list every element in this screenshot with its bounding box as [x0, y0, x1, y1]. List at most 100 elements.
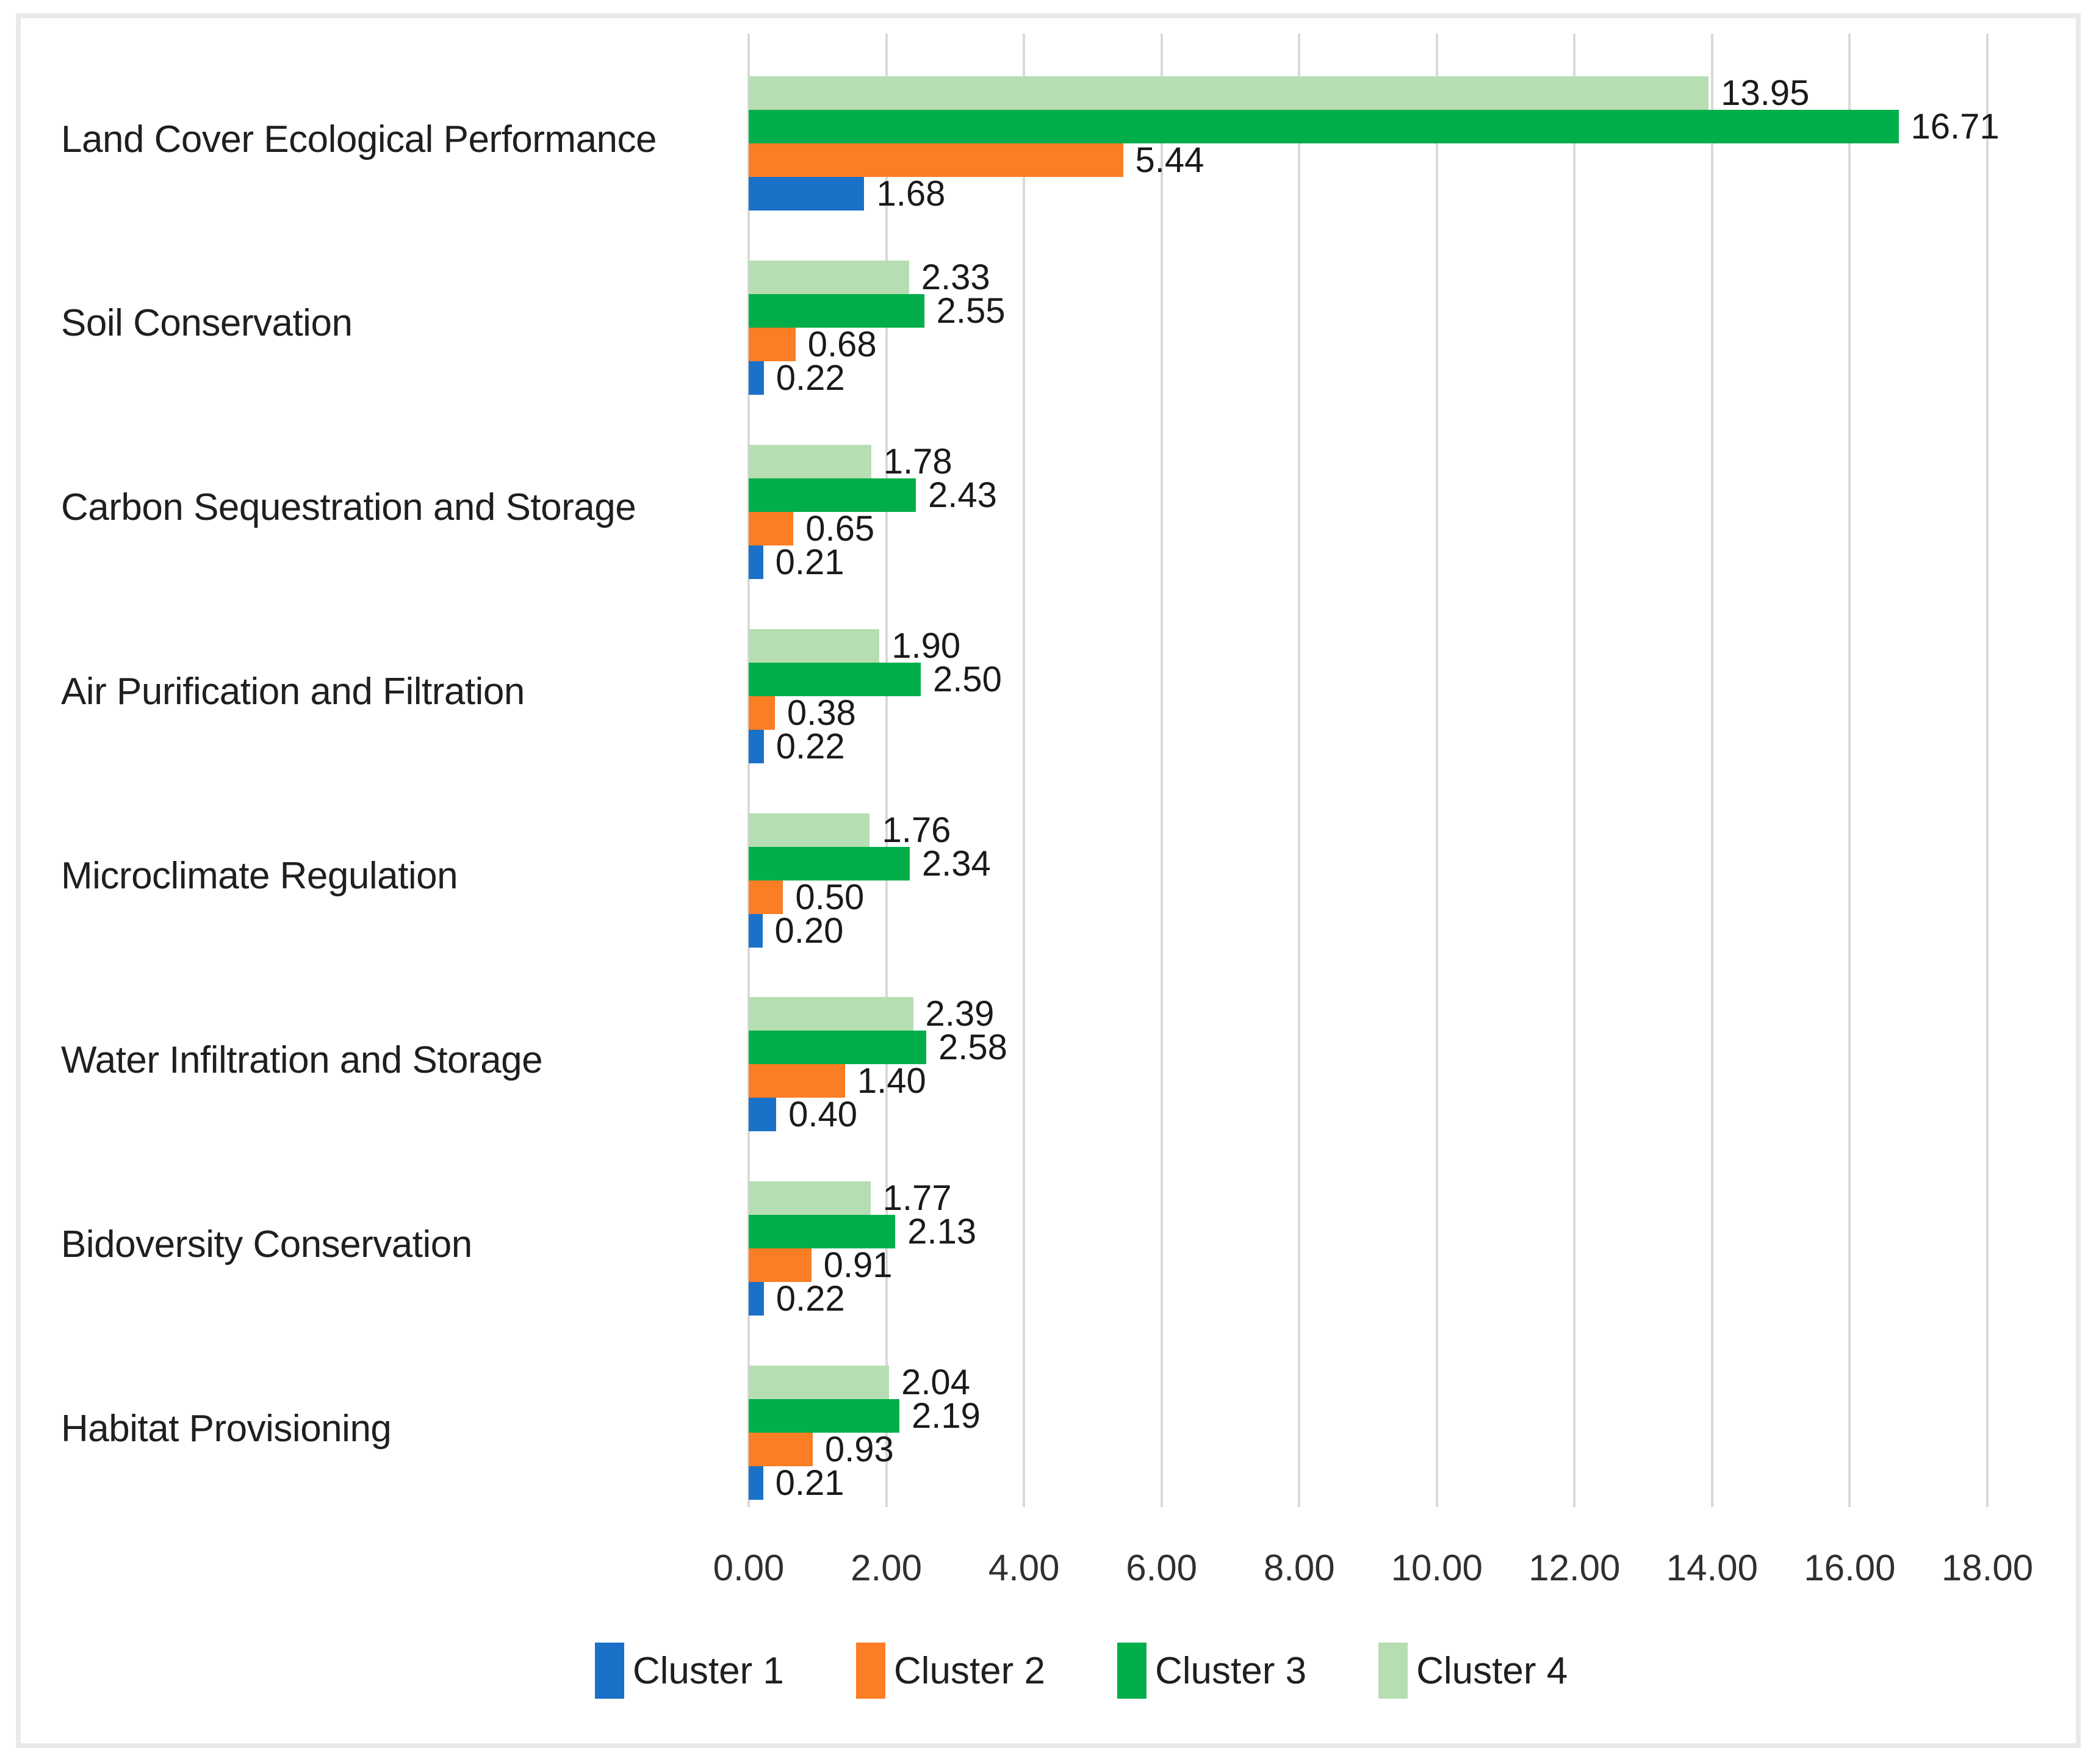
bar-cluster-2	[749, 143, 1123, 177]
bar-cluster-3	[749, 478, 916, 512]
data-label: 2.04	[901, 1363, 970, 1403]
bar-cluster-3	[749, 846, 910, 880]
bar-row: 1.68	[749, 176, 1987, 212]
bar-group: 13.95 16.71 5.44 1.68	[749, 34, 2000, 218]
data-label: 0.21	[775, 542, 844, 582]
data-label: 1.40	[857, 1061, 926, 1101]
bar-cluster-2	[749, 1433, 813, 1467]
bar-row: 2.33	[749, 257, 1987, 297]
bar-group: 2.04 2.19 0.93 0.21	[749, 1323, 1987, 1507]
data-label: 0.22	[776, 1279, 845, 1319]
bar-row: 2.04	[749, 1363, 1987, 1403]
gridline	[1298, 34, 1301, 1507]
bar-row: 0.22	[749, 360, 1987, 395]
gridline	[1710, 34, 1713, 1507]
bar-cluster-3	[749, 1215, 896, 1249]
legend-entry: Cluster 4	[1378, 1643, 1568, 1699]
bar-cluster-1	[749, 545, 763, 579]
bar-row: 2.19	[749, 1399, 1987, 1434]
gridline	[1573, 34, 1576, 1507]
bar-cluster-3	[749, 662, 921, 696]
x-tick-label: 14.00	[1666, 1547, 1758, 1588]
x-tick-label: 10.00	[1391, 1547, 1483, 1588]
legend: Cluster 1 Cluster 2 Cluster 3 Cluster 4	[32, 1643, 2099, 1699]
data-label: 1.78	[883, 441, 952, 481]
gridline	[1023, 34, 1026, 1507]
legend-entry: Cluster 2	[855, 1643, 1045, 1699]
bar-cluster-1	[749, 177, 865, 211]
data-label: 0.50	[795, 877, 865, 917]
bar-row: 0.40	[749, 1095, 1987, 1135]
bar-group: 2.33 2.55 0.68 0.22	[749, 218, 1987, 402]
bar-row: 0.38	[749, 693, 1987, 733]
legend-entry: Cluster 1	[594, 1643, 784, 1699]
gridline	[747, 34, 750, 1507]
gridline	[1986, 34, 1989, 1507]
bar-row: 13.95	[749, 73, 1987, 113]
data-label: 13.95	[1721, 73, 1810, 113]
bar-row: 0.91	[749, 1245, 1987, 1286]
legend-label: Cluster 1	[632, 1649, 784, 1692]
bar-group: 1.90 2.50 0.38 0.22	[749, 586, 1987, 771]
gridline	[1160, 34, 1163, 1507]
chart-frame	[16, 13, 2081, 1748]
bar-cluster-4	[749, 260, 909, 294]
bar-cluster-3	[749, 293, 924, 328]
data-label: 0.93	[824, 1430, 894, 1470]
data-label: 0.91	[823, 1245, 893, 1286]
bar-row: 1.76	[749, 810, 1987, 850]
x-tick-label: 12.00	[1528, 1547, 1621, 1588]
bar-group: 1.77 2.13 0.91 0.22	[749, 1139, 1987, 1323]
legend-marker-cluster-2	[855, 1643, 885, 1699]
category-label: Habitat Provisioning	[61, 1407, 392, 1450]
plot-area: 13.95 16.71 5.44 1.68 2.33 2.55 0.68 0.22 1.78 2.…	[747, 34, 2000, 1507]
data-label: 2.50	[932, 659, 1002, 699]
bar-row: 2.13	[749, 1212, 1987, 1252]
bar-row: 2.55	[749, 293, 1987, 328]
data-label: 0.20	[774, 910, 844, 951]
data-label: 2.58	[938, 1028, 1007, 1068]
data-label: 2.34	[921, 843, 991, 884]
bar-row: 2.39	[749, 996, 1987, 1032]
bar-cluster-1	[749, 1282, 764, 1316]
x-tick-label: 2.00	[851, 1547, 922, 1588]
bar-row: 0.93	[749, 1430, 1987, 1470]
bar-row: 5.44	[749, 143, 1987, 178]
x-tick-label: 6.00	[1126, 1547, 1198, 1588]
bar-row: 0.20	[749, 910, 1987, 951]
data-label: 16.71	[1910, 107, 2000, 146]
bar-group: 1.76 2.34 0.50 0.20	[749, 771, 1987, 955]
bar-cluster-2	[749, 696, 775, 730]
x-tick-label: 18.00	[1941, 1547, 2034, 1588]
bar-row: 0.21	[749, 1466, 1987, 1501]
bar-cluster-4	[749, 628, 880, 663]
bar-group: 1.78 2.43 0.65 0.21	[749, 402, 1987, 586]
data-label: 0.38	[787, 693, 856, 733]
data-label: 2.13	[907, 1212, 977, 1252]
data-label: 0.68	[807, 324, 877, 364]
category-label: Soil Conservation	[61, 302, 353, 345]
bar-row: 1.78	[749, 441, 1987, 481]
legend-marker-cluster-3	[1117, 1643, 1147, 1699]
data-label: 1.76	[882, 810, 951, 850]
data-label: 0.65	[805, 508, 875, 549]
bar-cluster-1	[749, 1098, 777, 1132]
gridline	[1435, 34, 1438, 1507]
bar-cluster-4	[749, 444, 871, 478]
bar-row: 2.34	[749, 843, 1987, 884]
bar-cluster-4	[749, 1181, 871, 1215]
bar-row: 0.21	[749, 542, 1987, 582]
bar-row: 0.50	[749, 877, 1987, 917]
data-label: 1.90	[891, 625, 961, 666]
bar-cluster-3	[749, 1031, 926, 1065]
legend-entry: Cluster 3	[1117, 1643, 1306, 1699]
bar-row: 0.22	[749, 729, 1987, 764]
bar-cluster-2	[749, 1064, 845, 1098]
bar-row: 1.40	[749, 1061, 1987, 1101]
data-label: 2.33	[921, 257, 990, 297]
data-label: 0.40	[788, 1095, 857, 1135]
bar-row: 0.68	[749, 324, 1987, 364]
legend-label: Cluster 3	[1155, 1649, 1307, 1692]
bar-row: 0.22	[749, 1279, 1987, 1319]
category-label: Water Infiltration and Storage	[61, 1039, 543, 1081]
